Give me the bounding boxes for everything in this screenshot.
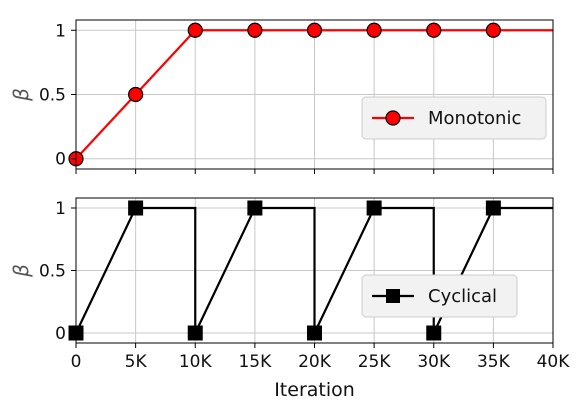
series-layer [68, 22, 553, 167]
legend-label: Monotonic [428, 108, 521, 129]
data-point [187, 22, 203, 38]
y-tick-label: 0.5 [39, 86, 66, 106]
legend-marker [385, 110, 401, 126]
plot-frame [75, 19, 554, 170]
y-tick-label: 1 [55, 21, 66, 41]
x-tick-label: 0 [71, 352, 82, 372]
monotonic-panel: 00.51 β Monotonic [9, 19, 554, 174]
x-tick-label: 20K [298, 352, 332, 372]
x-tick-label: 40K [537, 352, 571, 372]
legend-box [361, 274, 518, 318]
legend: Monotonic [361, 96, 547, 140]
legend: Cyclical [361, 274, 518, 318]
y-axis-label: β [9, 88, 33, 102]
y-tick-label: 0.5 [39, 262, 66, 282]
data-point [426, 22, 442, 38]
x-tick-label: 35K [477, 352, 511, 372]
ticks-layer: 0 5K 10K 15K 20K 25K 30K 35K 40K 0 0.5 1 [39, 199, 570, 372]
legend-symbol [372, 110, 414, 126]
y-tick-label: 0 [55, 324, 66, 344]
data-point [485, 22, 501, 38]
legend-symbol [372, 289, 414, 303]
cyclical-panel: 0 5K 10K 15K 20K 25K 30K 35K 40K 0 0.5 1 β Iteratio… [9, 197, 570, 401]
ticks-layer: 00.51 [39, 21, 554, 174]
plot-frame [75, 197, 554, 344]
y-tick-label: 1 [55, 199, 66, 219]
legend-box [361, 96, 547, 140]
data-point [128, 200, 144, 216]
x-tick-label: 25K [358, 352, 392, 372]
legend-label: Cyclical [428, 286, 497, 307]
data-point [426, 325, 442, 341]
x-tick-label: 10K [179, 352, 213, 372]
data-point [187, 325, 203, 341]
x-tick-label: 5K [125, 352, 148, 372]
legend-marker [386, 289, 400, 303]
y-tick-label: 0 [55, 150, 66, 170]
data-point [366, 200, 382, 216]
data-point [247, 22, 263, 38]
data-point [247, 200, 263, 216]
data-point [307, 325, 322, 341]
data-point [366, 22, 382, 38]
x-tick-label: 30K [417, 352, 451, 372]
data-point [128, 86, 144, 103]
data-point [306, 22, 323, 38]
y-axis-label: β [9, 264, 33, 278]
x-axis-label: Iteration [274, 379, 355, 401]
x-tick-label: 15K [238, 352, 272, 372]
data-point [485, 200, 501, 216]
